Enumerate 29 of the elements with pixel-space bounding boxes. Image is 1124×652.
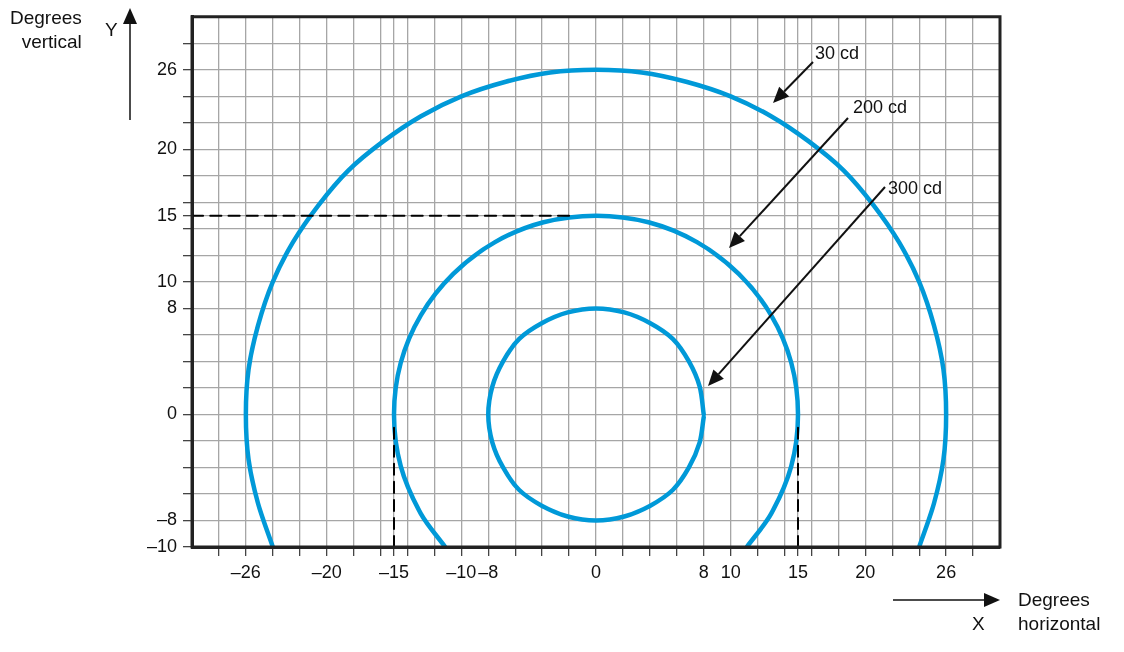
y-tick-label: 8 (166, 297, 177, 318)
line-series (391, 213, 801, 547)
x-tick-label: 10 (720, 561, 741, 582)
x-tick-label: –8 (478, 561, 499, 582)
x-tick-label: 8 (698, 561, 709, 582)
y-tick-label: 15 (156, 204, 177, 225)
annotation: 30 cd (815, 42, 860, 65)
x-tick-label: 20 (855, 561, 876, 582)
x-tick-label: –15 (378, 561, 410, 582)
line-series (243, 67, 949, 547)
y-axis-title: Degrees vertical (10, 6, 82, 54)
x-tick-label: –10 (446, 561, 477, 582)
y-tick-label: –8 (156, 509, 177, 530)
x-tick-label: –20 (311, 561, 342, 582)
x-tick-label: 15 (787, 561, 809, 582)
y-tick-label: –10 (146, 535, 177, 556)
x-axis-title: Degrees horizontal (1018, 588, 1101, 636)
y-tick-label: 0 (166, 403, 177, 424)
y-tick-label: 10 (156, 270, 177, 291)
x-tick-label: –26 (230, 561, 261, 582)
annotation: 200 cd (853, 96, 908, 119)
text: X (972, 612, 985, 636)
line-series (486, 306, 706, 523)
x-tick-label: 0 (590, 561, 602, 582)
x-tick-label: 26 (936, 561, 957, 582)
text: Y (105, 18, 118, 42)
annotation: 300 cd (888, 177, 943, 200)
y-tick-label: 20 (156, 138, 177, 159)
y-tick-label: 26 (156, 58, 177, 79)
